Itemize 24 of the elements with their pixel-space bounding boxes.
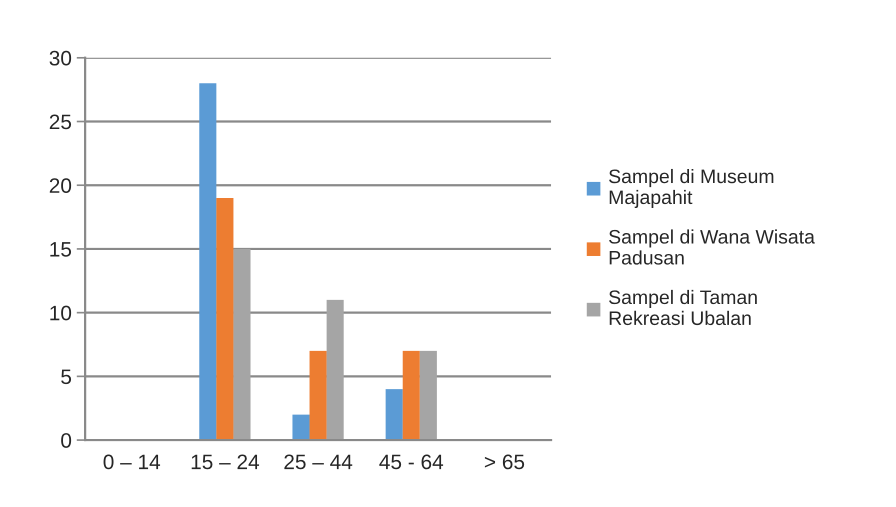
bar [326, 300, 344, 440]
bar [292, 414, 310, 440]
bar [402, 350, 420, 440]
x-tick-label: > 65 [484, 454, 524, 470]
x-tick-label: 15 – 24 [192, 454, 260, 470]
y-tick-label: 15 [50, 242, 72, 257]
y-tick-label: 10 [50, 306, 72, 320]
bar [216, 198, 234, 440]
y-tick-label: 25 [50, 114, 72, 130]
legend-label: Sampel di Taman Rekreasi Ubalan [609, 290, 757, 326]
bar [420, 350, 437, 440]
bar [386, 389, 403, 440]
y-tick-label: 0 [61, 433, 72, 448]
y-tick-label: 30 [50, 50, 72, 66]
bar [199, 83, 216, 440]
bar [233, 248, 251, 440]
bar [310, 350, 327, 440]
x-tick-label: 0 – 14 [104, 454, 160, 470]
legend-label: Sampel di Wana Wisata Padusan [609, 229, 815, 265]
x-tick-label: 25 – 44 [284, 454, 352, 470]
y-tick-label: 20 [50, 178, 72, 193]
legend-label: Sampel di Museum Majapahit [609, 168, 774, 208]
x-tick-label: 45 - 64 [379, 454, 444, 470]
y-tick-label: 5 [61, 370, 72, 384]
